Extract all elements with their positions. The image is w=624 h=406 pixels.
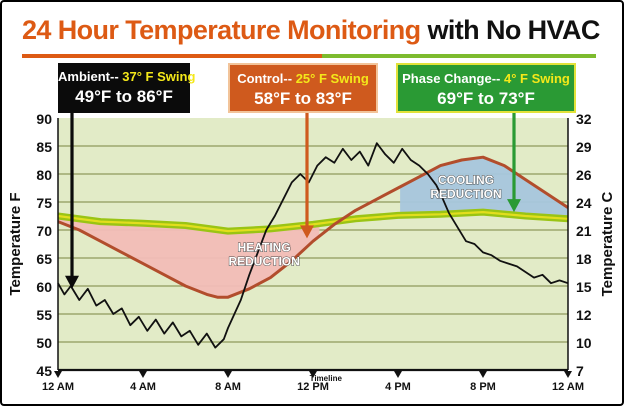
control-callout: Control-- 25° F Swing 58°F to 83°F <box>228 63 378 113</box>
phase-change-range: 69°F to 73°F <box>437 89 535 108</box>
control-callout-label: Control-- <box>237 71 296 86</box>
ambient-range: 49°F to 86°F <box>75 87 173 106</box>
control-range: 58°F to 83°F <box>254 89 352 108</box>
title-part-1: 24 Hour Temperature Monitoring <box>22 15 421 45</box>
ambient-callout-label: Ambient-- <box>58 69 123 84</box>
chart-title: 24 Hour Temperature Monitoring with No H… <box>22 12 602 48</box>
phase-change-callout: Phase Change-- 4° F Swing 69°F to 73°F <box>396 63 576 113</box>
ambient-callout: Ambient-- 37° F Swing 49°F to 86°F <box>58 63 195 113</box>
phase-change-swing: 4° F Swing <box>503 71 570 86</box>
control-swing: 25° F Swing <box>295 71 369 86</box>
ambient-swing: 37° F Swing <box>122 69 196 84</box>
title-part-2: with No HVAC <box>427 15 600 45</box>
title-underline <box>22 54 596 58</box>
phase-change-callout-label: Phase Change-- <box>402 71 504 86</box>
